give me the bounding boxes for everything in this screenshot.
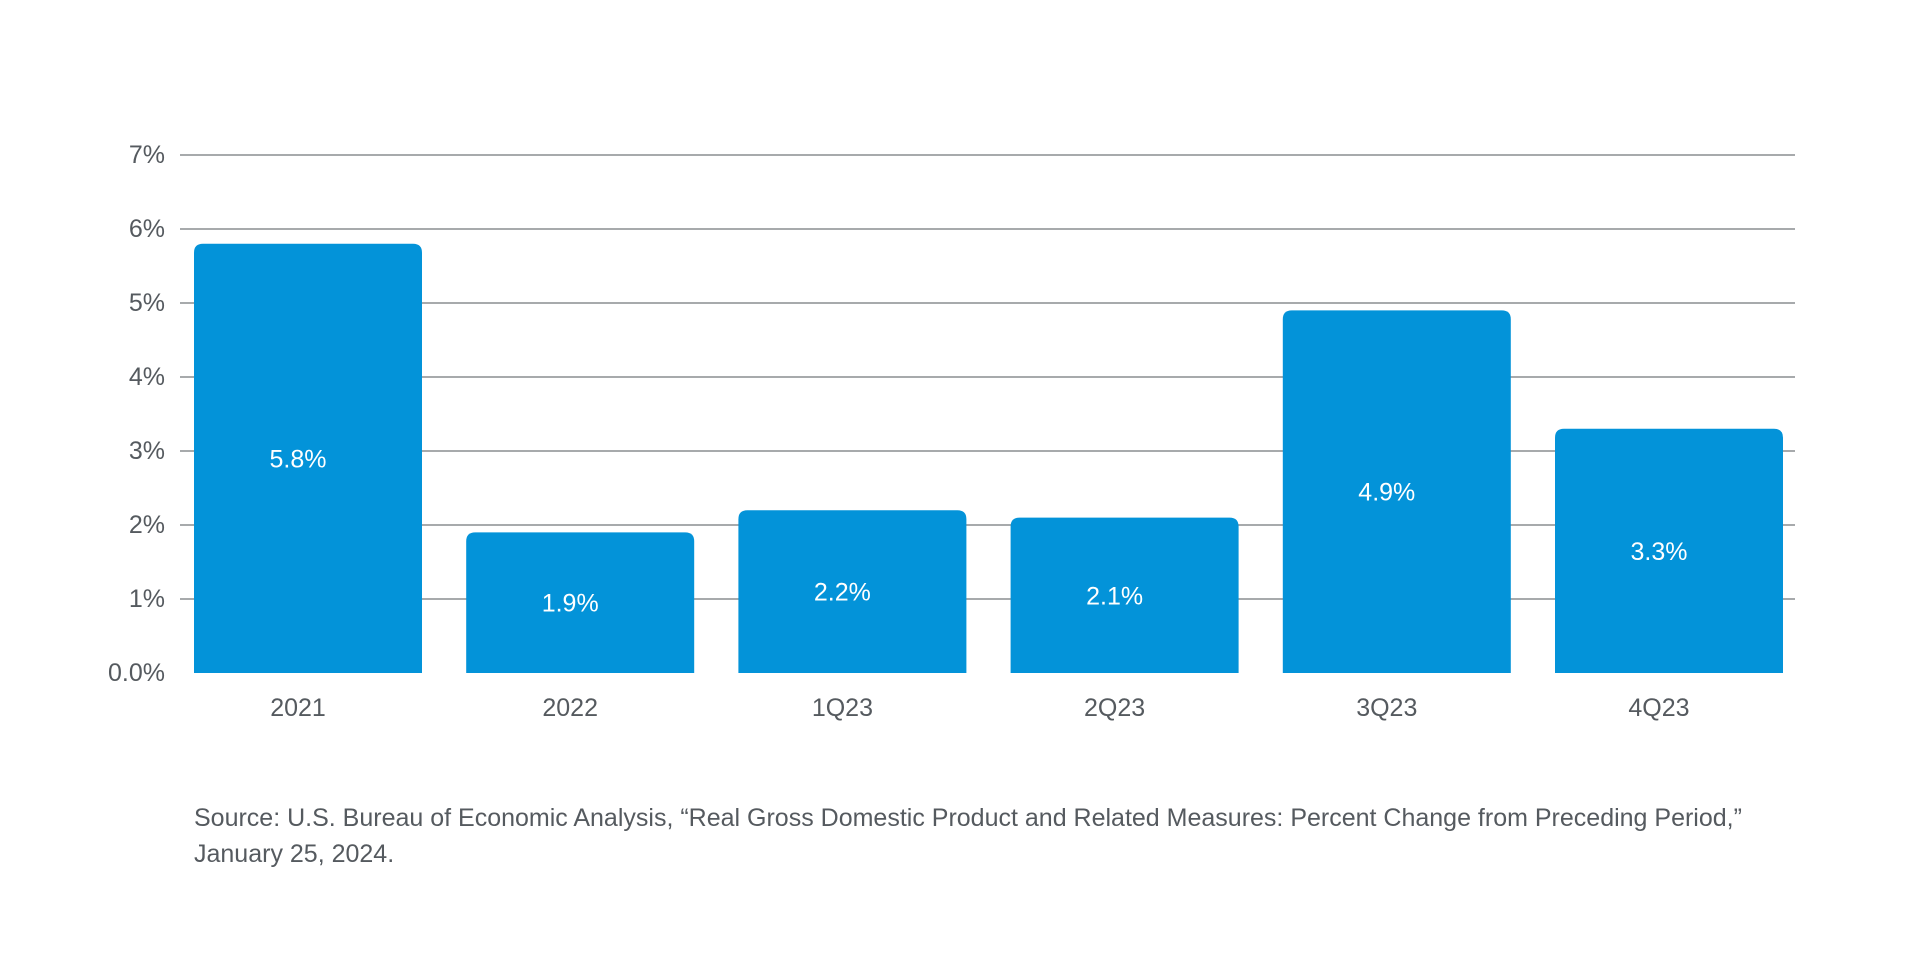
x-category-label: 2Q23 <box>1084 694 1145 722</box>
gridlines <box>180 154 1795 600</box>
x-category-label: 3Q23 <box>1356 694 1417 722</box>
y-tick-label: 7% <box>129 141 165 169</box>
y-tick-label: 2% <box>129 511 165 539</box>
data-label: 2.1% <box>1086 582 1143 610</box>
bar-3q23 <box>1282 310 1511 673</box>
data-label: 3.3% <box>1631 538 1688 566</box>
source-note: Source: U.S. Bureau of Economic Analysis… <box>194 804 1742 868</box>
data-label: 4.9% <box>1358 479 1415 507</box>
x-category-label: 2021 <box>270 694 326 722</box>
y-tick-label: 0.0% <box>108 659 165 687</box>
y-tick-label: 6% <box>129 215 165 243</box>
x-axis-category-labels: 2021 2022 1Q23 2Q23 3Q23 4Q23 <box>270 694 1689 722</box>
bar-2021 <box>194 243 422 674</box>
bar-1q23 <box>738 510 967 673</box>
y-tick-label: 3% <box>129 437 165 465</box>
bar-2q23 <box>1010 517 1239 673</box>
bars <box>194 243 1783 674</box>
y-tick-label: 5% <box>129 289 165 317</box>
data-label: 2.2% <box>814 579 871 607</box>
x-category-label: 2022 <box>542 694 598 722</box>
y-axis-tick-labels: 0.0% 1% 2% 3% 4% 5% 6% 7% <box>108 141 165 687</box>
y-tick-label: 4% <box>129 363 165 391</box>
x-category-label: 4Q23 <box>1628 694 1689 722</box>
bar-4q23 <box>1555 428 1783 673</box>
x-category-label: 1Q23 <box>812 694 873 722</box>
data-label: 1.9% <box>542 590 599 618</box>
data-label: 5.8% <box>270 445 327 473</box>
bar-2022 <box>466 532 695 673</box>
data-labels: 5.8% 1.9% 2.2% 2.1% 4.9% 3.3% <box>270 445 1688 617</box>
y-tick-label: 1% <box>129 585 165 613</box>
